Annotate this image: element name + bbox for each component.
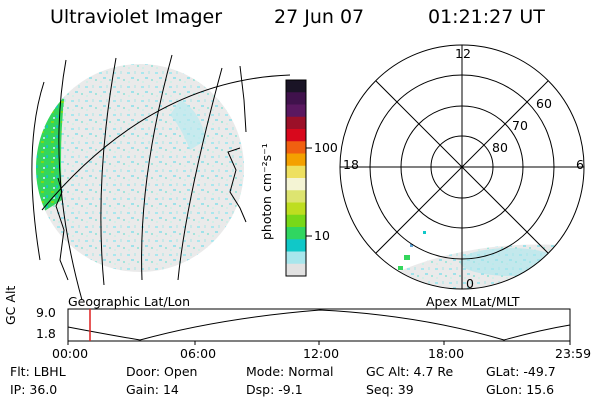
status-seq: Seq: 39 — [366, 382, 414, 397]
geo-grid — [31, 54, 291, 301]
status-filter: Flt: LBHL — [10, 364, 66, 379]
altitude-axis-title: GC Alt — [3, 285, 18, 325]
status-gain: Gain: 14 — [126, 382, 179, 397]
altitude-curve — [67, 309, 571, 341]
uv-image-disk — [36, 64, 244, 272]
date-label: 27 Jun 07 — [274, 6, 365, 28]
colorbar-segment — [286, 141, 306, 154]
status-gc-alt: GC Alt: 4.7 Re — [366, 364, 454, 379]
status-dsp: Dsp: -9.1 — [246, 382, 303, 397]
colorbar-segment — [286, 214, 306, 228]
colorbar-segment — [286, 92, 306, 105]
status-ip: IP: 36.0 — [10, 382, 58, 397]
right-panel-label: Apex MLat/MLT — [426, 294, 520, 309]
colorbar-segment — [286, 263, 306, 277]
colorbar-segment — [286, 116, 306, 130]
colorbar-segment — [286, 190, 306, 203]
colorbar-segment — [286, 165, 306, 179]
mlt-label-18: 18 — [343, 157, 359, 172]
time-tick-2: 12:00 — [303, 346, 340, 361]
colorbar-segment — [286, 239, 306, 252]
alt-tick-high: 9.0 — [36, 305, 56, 320]
time-tick-0: 00:00 — [52, 346, 89, 361]
polar-grid — [339, 44, 585, 290]
mlt-label-6: 6 — [576, 157, 584, 172]
colorbar-tick-10: 10 — [314, 228, 330, 243]
status-glon: GLon: 15.6 — [486, 382, 555, 397]
colorbar-tick-100: 100 — [314, 140, 338, 155]
instrument-title: Ultraviolet Imager — [50, 6, 223, 28]
status-mode: Mode: Normal — [246, 364, 334, 379]
status-door: Door: Open — [126, 364, 198, 379]
altitude-plot-frame — [67, 308, 571, 342]
alt-tick-low: 1.8 — [36, 326, 56, 341]
color-bar — [286, 80, 306, 277]
colorbar-segment — [286, 202, 306, 216]
time-tick-4: 23:59 — [555, 346, 592, 361]
colorbar-segment — [286, 80, 306, 93]
colorbar-segment — [286, 104, 306, 118]
time-tick-3: 18:00 — [428, 346, 465, 361]
colorbar-segment — [286, 153, 306, 167]
time-label: 01:21:27 UT — [428, 6, 545, 28]
status-glat: GLat: -49.7 — [486, 364, 556, 379]
x-axis-ticks — [67, 341, 571, 345]
mlat-label-80: 80 — [492, 140, 508, 155]
mlt-label-12: 12 — [455, 46, 471, 61]
mlt-label-0: 0 — [466, 276, 474, 291]
colorbar-segment — [286, 129, 306, 142]
time-tick-1: 06:00 — [180, 346, 217, 361]
colorbar-segment — [286, 178, 306, 191]
mlat-label-70: 70 — [512, 118, 528, 133]
colorbar-segment — [286, 251, 306, 265]
left-panel-label: Geographic Lat/Lon — [68, 294, 190, 309]
colorbar-segment — [286, 227, 306, 240]
mlat-label-60: 60 — [536, 96, 552, 111]
